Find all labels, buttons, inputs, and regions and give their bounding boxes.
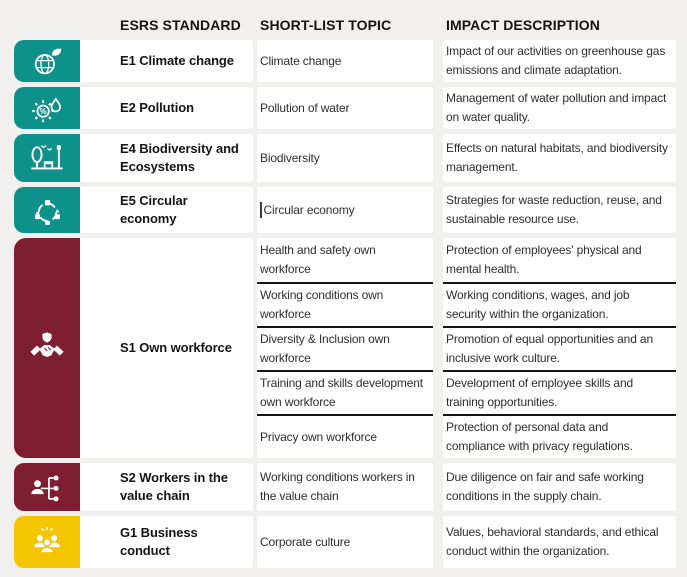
impact-cell: Protection of employees' physical and me…: [443, 238, 676, 458]
topic-text: Pollution of water: [260, 100, 350, 115]
topic-cell: Climate change: [257, 40, 433, 82]
value-chain-icon: [14, 463, 80, 511]
standard-cell: S2 Workers in the value chain: [80, 463, 253, 511]
standard-cell: G1 Business conduct: [80, 516, 253, 568]
column-header-short-list-topic: SHORT-LIST TOPIC: [260, 17, 392, 33]
topic-text: Circular economy: [257, 187, 433, 233]
standard-cell: E1 Climate change: [80, 40, 253, 82]
impact-cell: Management of water pollution and impact…: [443, 87, 676, 129]
topic-cell: Corporate culture: [257, 516, 433, 568]
topic-text: Diversity & Inclusion own workforce: [257, 326, 433, 370]
globe-leaf-icon: [14, 40, 80, 82]
gear-droplet-icon: %: [14, 87, 80, 129]
impact-text: Protection of personal data and complian…: [443, 414, 676, 458]
people-group-icon: [14, 516, 80, 568]
standard-cell: S1 Own workforce: [80, 238, 253, 458]
column-header-impact-description: IMPACT DESCRIPTION: [446, 17, 600, 33]
impact-cell: Impact of our activities on greenhouse g…: [443, 40, 676, 82]
table-row-s2-workers-value-chain: S2 Workers in the value chain Working co…: [14, 463, 676, 511]
topic-cell: Working conditions workers in the value …: [257, 463, 433, 511]
topic-cell: Circular economy: [257, 187, 433, 233]
impact-text: Impact of our activities on greenhouse g…: [446, 44, 666, 77]
topic-text: Corporate culture: [260, 534, 351, 549]
impact-text: Due diligence on fair and safe working c…: [446, 470, 644, 503]
table-row-e1-climate-change: E1 Climate change Climate change Impact …: [14, 40, 676, 82]
topic-text: Privacy own workforce: [257, 414, 433, 458]
table-row-e5-circular-economy: E5 Circular economy Circular economy Str…: [14, 187, 676, 233]
topic-text: Working conditions own workforce: [257, 282, 433, 326]
table-row-g1-business-conduct: G1 Business conduct Corporate culture Va…: [14, 516, 676, 568]
impact-text: Strategies for waste reduction, reuse, a…: [446, 193, 662, 226]
table-row-s1-own-workforce: S1 Own workforce Health and safety own w…: [14, 238, 676, 458]
svg-text:%: %: [39, 106, 46, 115]
topic-cell: Health and safety own workforce Working …: [257, 238, 433, 458]
topic-text: Biodiversity: [260, 150, 320, 165]
impact-text: Development of employee skills and train…: [443, 370, 676, 414]
topic-cell: Pollution of water: [257, 87, 433, 129]
impact-text: Protection of employees' physical and me…: [446, 243, 642, 276]
impact-text: Effects on natural habitats, and biodive…: [446, 141, 668, 174]
text-cursor-artifact: [260, 202, 262, 218]
handshake-shield-icon: [14, 238, 80, 458]
impact-text: Working conditions, wages, and job secur…: [443, 282, 676, 326]
table-row-e2-pollution: % E2 Pollution Pollution of water Manage…: [14, 87, 676, 129]
impact-text: Values, behavioral standards, and ethica…: [446, 525, 659, 558]
impact-cell: Strategies for waste reduction, reuse, a…: [443, 187, 676, 233]
impact-cell: Due diligence on fair and safe working c…: [443, 463, 676, 511]
topic-text: Climate change: [260, 53, 342, 68]
impact-text: Management of water pollution and impact…: [446, 91, 667, 124]
circular-arrows-icon: [14, 187, 80, 233]
standard-cell: E5 Circular economy: [80, 187, 253, 233]
topic-text: Training and skills development own work…: [257, 370, 433, 414]
table-header: ESRS STANDARD SHORT-LIST TOPIC IMPACT DE…: [14, 14, 676, 33]
impact-text: Promotion of equal opportunities and an …: [443, 326, 676, 370]
standard-cell: E4 Biodiversity and Ecosystems: [80, 134, 253, 182]
topic-cell: Biodiversity: [257, 134, 433, 182]
column-header-esrs-standard: ESRS STANDARD: [120, 17, 241, 33]
table-body: E1 Climate change Climate change Impact …: [14, 40, 676, 568]
topic-text: Working conditions workers in the value …: [260, 470, 415, 503]
standard-cell: E2 Pollution: [80, 87, 253, 129]
table-row-e4-biodiversity: E4 Biodiversity and Ecosystems Biodivers…: [14, 134, 676, 182]
impact-cell: Values, behavioral standards, and ethica…: [443, 516, 676, 568]
topic-text: Health and safety own workforce: [260, 243, 376, 276]
impact-cell: Effects on natural habitats, and biodive…: [443, 134, 676, 182]
header-spacer: [14, 14, 80, 33]
park-nature-icon: [14, 134, 80, 182]
